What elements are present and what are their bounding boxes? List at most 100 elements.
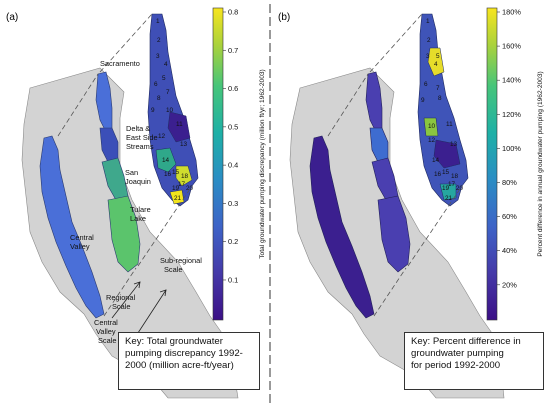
subregion-20: 20 — [186, 185, 194, 192]
subregion-6: 6 — [154, 81, 158, 88]
subregion-b-20: 20 — [456, 185, 464, 192]
colorbar-tick-label: 0.2 — [228, 237, 238, 246]
key-box-b: Key: Percent difference in groundwater p… — [404, 332, 544, 390]
colorbar-tick-label: 40% — [502, 246, 517, 255]
subregion-10: 10 — [166, 107, 174, 114]
panel-b-label: (b) — [278, 12, 290, 23]
colorbar-tick-label: 100% — [502, 144, 521, 153]
subregion-b-10: 10 — [428, 123, 436, 130]
key-a-line-1: Key: Total groundwater — [125, 336, 223, 347]
subregion-b-13: 13 — [450, 141, 458, 148]
subregion-numbers-a: 1 2 3 4 5 6 7 8 9 10 11 12 13 14 15 16 1… — [151, 18, 194, 202]
label-lake: Lake — [130, 214, 146, 223]
subregion-b-3: 3 — [426, 53, 430, 60]
subregion-21: 21 — [174, 195, 182, 202]
subregion-b-9: 9 — [421, 97, 425, 104]
subregion-b-15: 15 — [442, 169, 450, 176]
label-delta: Delta & — [126, 124, 150, 133]
colorbar-b — [486, 7, 498, 321]
label-central-1: Central — [70, 233, 94, 242]
projection-lines-b — [327, 13, 463, 317]
subregion-1: 1 — [156, 18, 160, 25]
region-tulare — [107, 195, 141, 273]
subregion-b-5: 5 — [436, 53, 440, 60]
label-sacramento: Sacramento — [100, 59, 140, 68]
subregion-18: 18 — [181, 173, 189, 180]
subregion-b-purple — [433, 139, 461, 169]
colorbar-tick-label: 120% — [502, 110, 521, 119]
subregion-b-4: 4 — [434, 61, 438, 68]
subregion-yellow-18 — [175, 165, 193, 187]
subregional-map-b — [417, 13, 469, 207]
key-box-a: Key: Total groundwater pumping discrepan… — [118, 332, 260, 390]
subregion-7: 7 — [166, 89, 170, 96]
label-sub-regional: Sub-regional — [160, 256, 202, 265]
label-valley-1: Valley — [70, 242, 90, 251]
subregion-13: 13 — [180, 141, 188, 148]
subregion-14: 14 — [162, 157, 170, 164]
label-central-2: Central — [94, 318, 118, 327]
subregion-b-6: 6 — [424, 81, 428, 88]
central-valley-map — [39, 135, 105, 319]
subregion-2: 2 — [157, 37, 161, 44]
colorbar-tick-label: 0.1 — [228, 275, 238, 284]
subregion-8: 8 — [157, 95, 161, 102]
subregion-12: 12 — [158, 133, 166, 140]
subregion-11: 11 — [176, 121, 183, 128]
subregion-b-21: 21 — [445, 195, 453, 202]
key-b-line-2: groundwater pumping — [411, 348, 504, 359]
subregion-yellow-21 — [169, 189, 185, 205]
subregion-b-teal — [439, 183, 457, 201]
subregion-b-12: 12 — [428, 137, 436, 144]
colorbar-tick-label: 60% — [502, 212, 517, 221]
subregion-5: 5 — [162, 75, 166, 82]
subregion-purple — [167, 111, 191, 143]
colorbar-a — [212, 7, 224, 321]
colorbar-tick-label: 0.7 — [228, 46, 238, 55]
label-san: San — [125, 168, 138, 177]
subregion-b-14: 14 — [432, 157, 440, 164]
subregion-b-19: 19 — [442, 185, 450, 192]
colorbar-tick-label: 0.8 — [228, 8, 238, 17]
label-tulare: Tulare — [130, 205, 151, 214]
colorbar-a-ticks: 0.8 0.7 0.6 0.5 0.4 0.3 0.2 0.1 — [223, 8, 238, 284]
region-tulare-b — [377, 195, 411, 273]
subregion-numbers-b: 1 2 3 4 5 6 7 8 9 10 11 12 13 14 15 16 1… — [421, 18, 464, 202]
colorbar-tick-label: 0.6 — [228, 84, 238, 93]
subregion-b-18: 18 — [451, 173, 459, 180]
colorbar-tick-label: 20% — [502, 280, 517, 289]
key-a-line-3: 2000 (million acre-ft/year) — [125, 360, 234, 371]
subregion-b-green — [423, 117, 439, 137]
subregion-b-yellow — [427, 47, 445, 77]
colorbar-b-ticks: 180% 160% 140% 120% 100% 80% 60% 40% 20% — [497, 8, 521, 289]
subregion-17: 17 — [178, 181, 186, 188]
subregion-3: 3 — [156, 53, 160, 60]
label-east-side: East Side — [126, 133, 158, 142]
colorbar-tick-label: 0.3 — [228, 199, 238, 208]
colorbar-tick-label: 0.5 — [228, 122, 238, 131]
label-regional: Regional — [106, 293, 136, 302]
colorbar-tick-label: 160% — [502, 42, 521, 51]
subregion-b-1: 1 — [426, 18, 430, 25]
colorbar-b-title: Percent difference in annual groundwater… — [537, 71, 544, 256]
key-b-line-1: Key: Percent difference in — [411, 336, 521, 347]
projection-lines-a — [57, 13, 193, 317]
label-cv-scale: Scale — [98, 336, 117, 345]
subregion-green — [155, 147, 177, 173]
colorbar-tick-label: 140% — [502, 76, 521, 85]
scale-arrows — [111, 281, 167, 337]
subregion-b-16: 16 — [434, 171, 442, 178]
subregion-9: 9 — [151, 107, 155, 114]
panel-a: (a) 1 2 3 4 5 6 7 8 9 10 11 12 1 — [6, 8, 266, 399]
subregion-15: 15 — [172, 169, 180, 176]
colorbar-a-title: Total groundwater pumping discrepancy (m… — [259, 69, 266, 258]
subregion-b-8: 8 — [438, 95, 442, 102]
colorbar-tick-label: 0.4 — [228, 161, 238, 170]
key-b-line-3: for period 1992-2000 — [411, 360, 501, 371]
subregion-19: 19 — [172, 185, 180, 192]
subregion-b-7: 7 — [436, 85, 440, 92]
panel-b: (b) 1 2 3 4 5 6 7 8 9 10 11 12 13 14 15 — [278, 8, 544, 399]
subregion-16: 16 — [164, 171, 172, 178]
label-streams: Streams — [126, 142, 154, 151]
